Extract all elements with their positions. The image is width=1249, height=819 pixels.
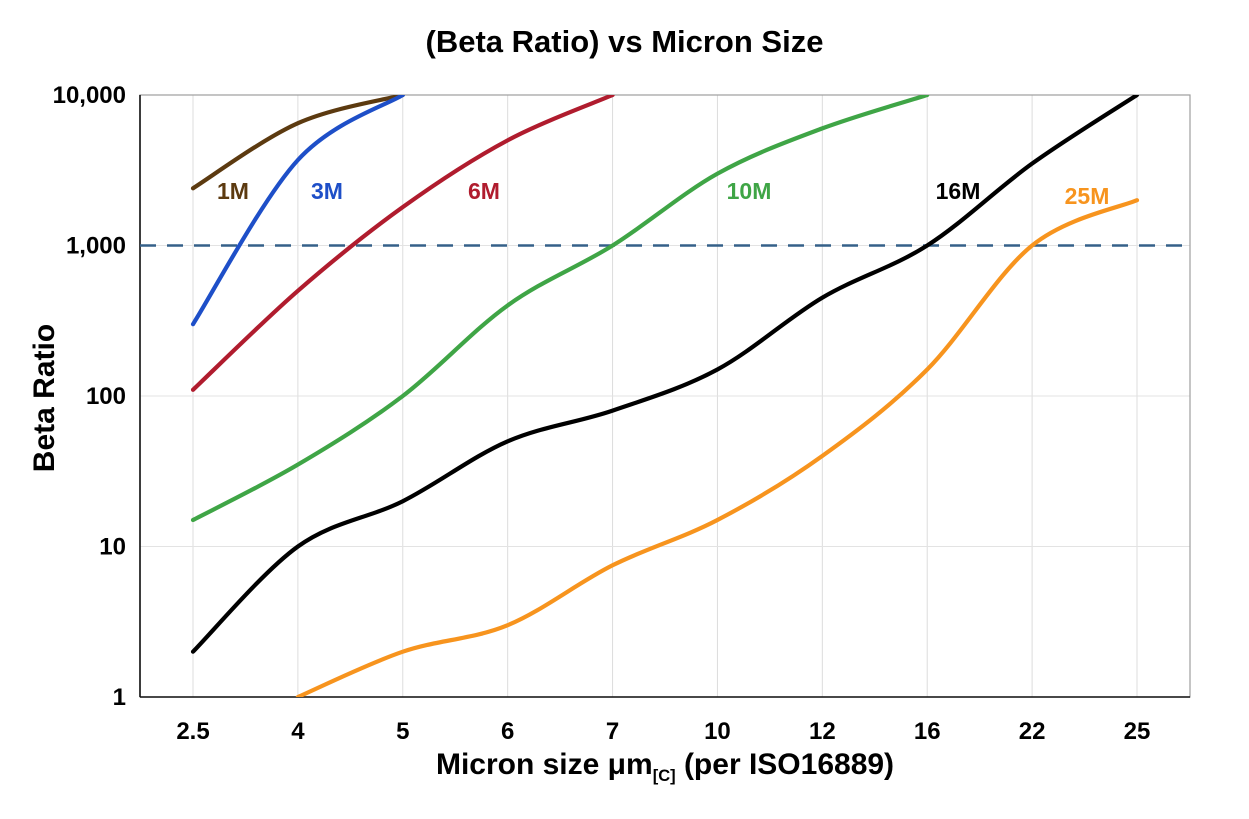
- chart-title: (Beta Ratio) vs Micron Size: [425, 24, 824, 59]
- y-tick-label: 100: [86, 383, 126, 410]
- x-axis-title-text: Micron size μm: [435, 748, 653, 781]
- series-label-3M: 3M: [311, 178, 343, 204]
- series-line-25M: [295, 198, 1140, 697]
- series-line-3M: [190, 95, 405, 327]
- x-tick-label: 16: [914, 718, 941, 745]
- series-label-25M: 25M: [1065, 183, 1110, 209]
- series-lines: [190, 95, 1140, 697]
- x-tick-label: 4: [291, 718, 305, 745]
- series-label-10M: 10M: [727, 178, 772, 204]
- x-axis-title-suffix: (per ISO16889): [675, 748, 895, 781]
- x-tick-label: 6: [501, 718, 514, 745]
- y-tick-label: 1: [113, 684, 126, 711]
- series-line-16M: [190, 95, 1140, 654]
- x-tick-label: 10: [704, 718, 731, 745]
- gridlines: [140, 95, 1190, 697]
- x-axis-title: Micron size μm[C] (per ISO16889): [140, 748, 1190, 786]
- series-line-1M: [190, 95, 405, 191]
- series-line-6M: [190, 95, 615, 392]
- series-label-16M: 16M: [936, 178, 981, 204]
- y-tick-label: 10,000: [53, 82, 126, 109]
- y-tick-label: 10: [99, 534, 126, 561]
- x-tick-label: 2.5: [176, 718, 209, 745]
- series-line-10M: [190, 95, 930, 523]
- x-tick-label: 12: [809, 718, 836, 745]
- series-label-1M: 1M: [217, 178, 249, 204]
- x-tick-label: 5: [396, 718, 409, 745]
- x-tick-label: 7: [606, 718, 619, 745]
- x-tick-label: 22: [1019, 718, 1046, 745]
- y-tick-label: 1,000: [66, 233, 126, 260]
- series-label-6M: 6M: [468, 178, 500, 204]
- x-tick-label: 25: [1124, 718, 1151, 745]
- x-axis-title-subscript: [C]: [652, 767, 676, 785]
